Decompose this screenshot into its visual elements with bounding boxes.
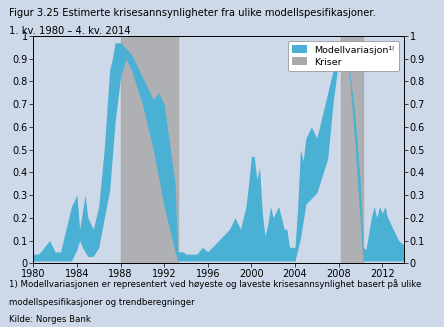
Text: Figur 3.25 Estimerte krisesannsynligheter fra ulike modellspesifikasjoner.: Figur 3.25 Estimerte krisesannsynlighete… <box>9 8 376 18</box>
Bar <box>120 36 178 263</box>
Text: 1) Modellvariasjonen er representert ved høyeste og laveste krisesannsynlighet b: 1) Modellvariasjonen er representert ved… <box>9 280 421 289</box>
Text: modellspesifikasjoner og trendberegninger: modellspesifikasjoner og trendberegninge… <box>9 298 194 307</box>
Text: Kilde: Norges Bank: Kilde: Norges Bank <box>9 315 91 324</box>
Text: 1. kv. 1980 – 4. kv. 2014: 1. kv. 1980 – 4. kv. 2014 <box>9 26 131 36</box>
Legend: Modellvariasjon¹⁽, Kriser: Modellvariasjon¹⁽, Kriser <box>288 41 399 71</box>
Bar <box>341 36 363 263</box>
